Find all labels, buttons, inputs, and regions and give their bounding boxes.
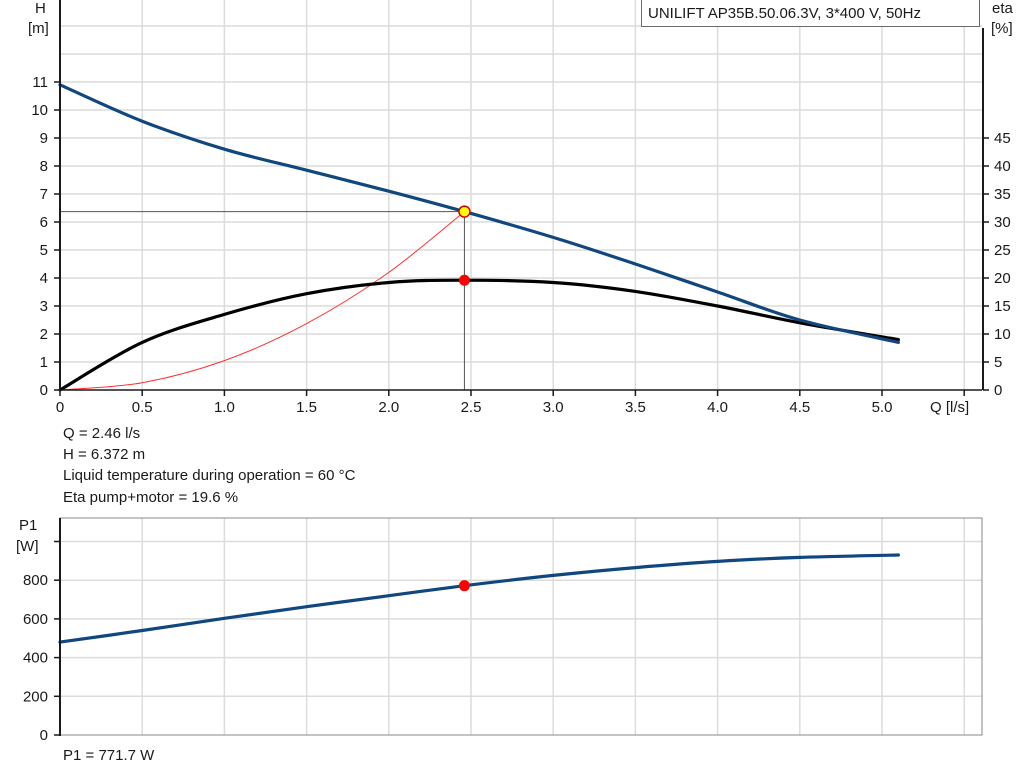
svg-text:600: 600 <box>23 611 48 628</box>
svg-text:5: 5 <box>40 242 48 259</box>
y-axis-label-p1: P1 <box>19 517 38 534</box>
svg-text:4.5: 4.5 <box>789 399 810 416</box>
svg-text:3.0: 3.0 <box>543 399 564 416</box>
svg-text:11: 11 <box>32 74 48 91</box>
chart-title: UNILIFT AP35B.50.06.3V, 3*400 V, 50Hz <box>641 0 980 27</box>
power-curve <box>58 553 900 644</box>
eta-duty-marker <box>458 274 470 286</box>
svg-text:2.0: 2.0 <box>378 399 399 416</box>
info-temperature: Liquid temperature during operation = 60… <box>63 467 356 484</box>
bottom-chart-curves <box>58 553 900 644</box>
svg-text:5.0: 5.0 <box>872 399 893 416</box>
bottom-chart-grid <box>59 517 983 736</box>
svg-text:45: 45 <box>994 130 1011 147</box>
svg-text:10: 10 <box>31 102 48 119</box>
duty-point-marker <box>458 205 471 218</box>
svg-text:2: 2 <box>40 326 48 343</box>
svg-text:3.5: 3.5 <box>625 399 646 416</box>
info-h: H = 6.372 m <box>63 446 146 463</box>
svg-text:1: 1 <box>40 354 48 371</box>
svg-text:4: 4 <box>40 270 48 287</box>
svg-text:10: 10 <box>994 326 1011 343</box>
top-chart-grid <box>59 0 982 390</box>
svg-text:40: 40 <box>994 158 1011 175</box>
svg-text:0: 0 <box>994 382 1002 399</box>
y-axis-label-h: H <box>35 0 46 17</box>
svg-text:0: 0 <box>40 382 48 399</box>
info-eta: Eta pump+motor = 19.6 % <box>63 489 239 506</box>
p1-duty-marker <box>458 580 470 592</box>
svg-text:200: 200 <box>23 688 48 705</box>
top-chart-curves <box>58 83 900 392</box>
system-curve <box>59 211 465 391</box>
svg-text:25: 25 <box>994 242 1011 259</box>
head-curve <box>58 83 900 344</box>
svg-text:800: 800 <box>23 572 48 589</box>
eta-curve <box>58 278 900 392</box>
svg-text:1.0: 1.0 <box>214 399 235 416</box>
svg-text:1.5: 1.5 <box>296 399 317 416</box>
bottom-chart-axes: 0 200 400 600 800 <box>23 518 61 744</box>
svg-text:4.0: 4.0 <box>707 399 728 416</box>
svg-text:0.5: 0.5 <box>132 399 153 416</box>
y2-axis-label-eta: eta <box>992 0 1013 17</box>
svg-text:6: 6 <box>40 214 48 231</box>
svg-text:8: 8 <box>40 158 48 175</box>
svg-text:2.5: 2.5 <box>461 399 482 416</box>
y-axis-unit-m: [m] <box>28 20 49 37</box>
svg-text:5: 5 <box>994 354 1002 371</box>
svg-text:20: 20 <box>994 270 1011 287</box>
svg-text:35: 35 <box>994 186 1011 203</box>
svg-text:15: 15 <box>994 298 1011 315</box>
x-axis-label-q: Q [l/s] <box>930 399 970 416</box>
svg-text:30: 30 <box>994 214 1011 231</box>
y-axis-unit-w: [W] <box>16 538 39 555</box>
info-q: Q = 2.46 l/s <box>63 425 141 442</box>
svg-text:0: 0 <box>40 727 48 744</box>
info-p1: P1 = 771.7 W <box>63 747 155 764</box>
svg-text:7: 7 <box>40 186 48 203</box>
y2-axis-unit-percent: [%] <box>991 20 1013 37</box>
svg-text:0: 0 <box>56 399 64 416</box>
svg-text:400: 400 <box>23 650 48 667</box>
svg-text:9: 9 <box>40 130 48 147</box>
svg-text:3: 3 <box>40 298 48 315</box>
